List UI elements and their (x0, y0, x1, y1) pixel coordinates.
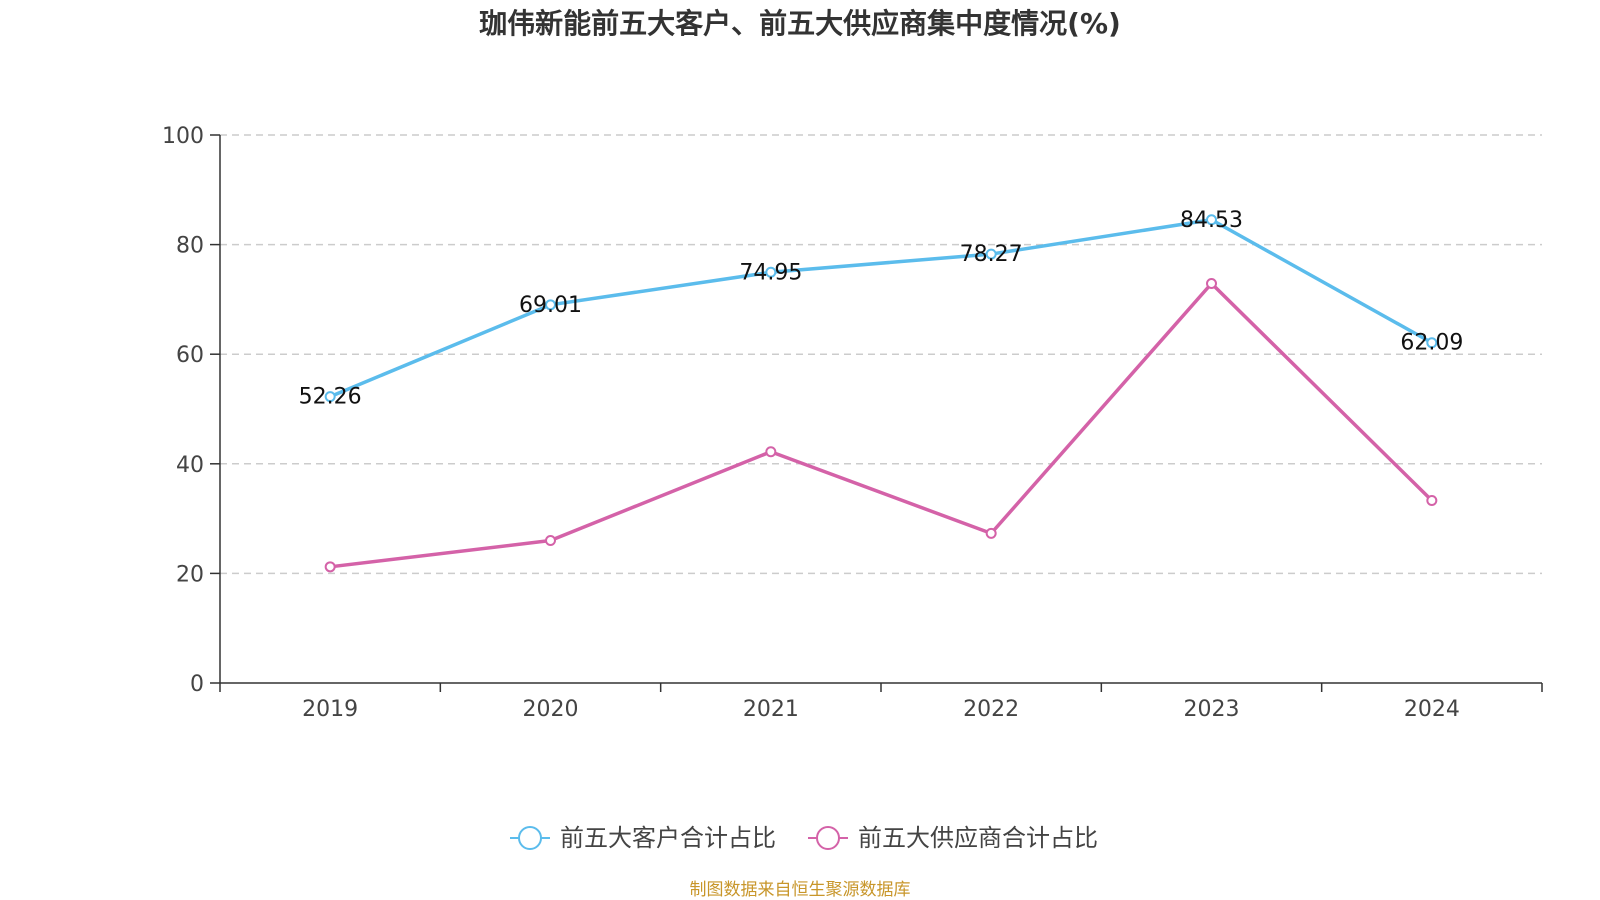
y-tick-label: 100 (162, 124, 204, 149)
gridlines (220, 134, 1542, 575)
data-label: 62.09 (1400, 331, 1463, 356)
y-tick-label: 80 (176, 234, 204, 259)
x-tick-label: 2020 (523, 697, 579, 722)
y-tick-label: 20 (176, 562, 204, 587)
data-point-s2 (765, 446, 777, 458)
data-point-s1 (1426, 337, 1438, 349)
axes: 0 20 40 60 80 100 2019 2020 2021 2022 2023 2024 (162, 124, 1543, 722)
legend-label: 前五大客户合计占比 (560, 824, 776, 852)
x-tick-label: 2021 (743, 697, 799, 722)
data-label: 74.95 (739, 260, 802, 285)
data-point-s2 (1426, 495, 1438, 507)
data-point-s2 (324, 561, 336, 573)
data-point-s1 (1206, 214, 1217, 226)
x-tick-label: 2023 (1184, 697, 1240, 722)
data-point-s2 (1206, 278, 1217, 290)
legend-label: 前五大供应商合计占比 (858, 824, 1098, 852)
y-tick-label: 0 (190, 672, 204, 697)
data-label: 84.53 (1180, 208, 1243, 233)
data-label: 78.27 (960, 242, 1023, 267)
series-line-1 (329, 218, 1433, 399)
data-labels: 52.26 69.01 74.95 78.27 84.53 62.09 (299, 208, 1464, 410)
source-note: 制图数据来自恒生聚源数据库 (690, 880, 911, 900)
y-tick-label: 40 (176, 453, 204, 478)
series-line-2 (329, 281, 1434, 569)
y-tick-label: 60 (176, 343, 204, 368)
legend: 前五大客户合计占比 前五大供应商合计占比 (510, 824, 1098, 852)
series-layer (324, 214, 1438, 573)
x-tick-label: 2019 (302, 697, 358, 722)
data-point-s2 (985, 527, 997, 539)
data-point-s1 (765, 266, 777, 278)
data-point-s1 (985, 248, 997, 260)
data-point-s1 (324, 391, 336, 403)
x-tick-label: 2022 (963, 697, 1019, 722)
x-tick-label: 2024 (1404, 697, 1460, 722)
data-label: 69.01 (519, 293, 582, 318)
legend-swatch-marker (816, 826, 840, 850)
chart-title: 珈伟新能前五大客户、前五大供应商集中度情况(%) (479, 7, 1121, 40)
legend-swatch-marker (518, 826, 542, 850)
data-point-s1 (545, 299, 556, 311)
data-point-s2 (545, 535, 556, 547)
data-label: 52.26 (299, 385, 362, 410)
